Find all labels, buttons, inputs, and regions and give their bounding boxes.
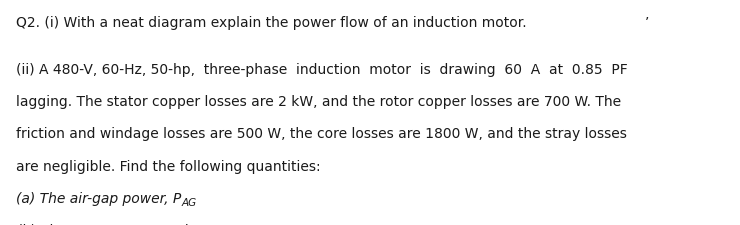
Text: (a) The air-gap power, P: (a) The air-gap power, P [16, 191, 181, 205]
Text: Q2. (i) With a neat diagram explain the power flow of an induction motor.: Q2. (i) With a neat diagram explain the … [16, 16, 527, 30]
Text: AG: AG [181, 197, 197, 207]
Text: (ii) A 480-V, 60-Hz, 50-hp,  three-phase  induction  motor  is  drawing  60  A  : (ii) A 480-V, 60-Hz, 50-hp, three-phase … [16, 63, 628, 77]
Text: are negligible. Find the following quantities:: are negligible. Find the following quant… [16, 159, 321, 173]
Text: ’: ’ [645, 16, 650, 30]
Text: (b) The power converted, P: (b) The power converted, P [16, 223, 205, 225]
Text: lagging. The stator copper losses are 2 kW, and the rotor copper losses are 700 : lagging. The stator copper losses are 2 … [16, 95, 622, 109]
Text: friction and windage losses are 500 W, the core losses are 1800 W, and the stray: friction and windage losses are 500 W, t… [16, 127, 628, 141]
